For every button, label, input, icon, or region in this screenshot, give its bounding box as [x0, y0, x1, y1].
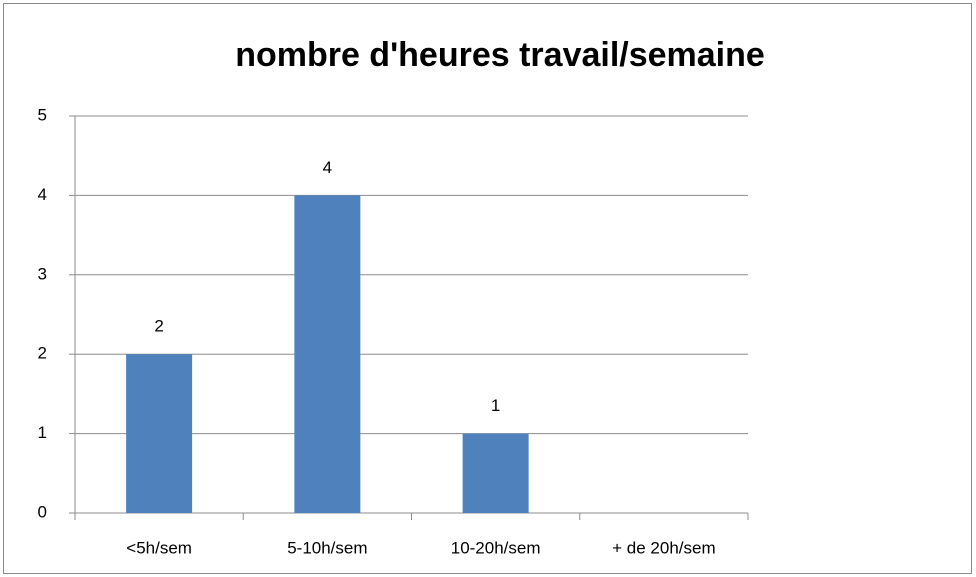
bar [294, 195, 361, 513]
x-tick-label: 5-10h/sem [287, 538, 367, 557]
y-tick-label: 5 [38, 105, 47, 124]
bar [462, 433, 529, 513]
data-label: 1 [491, 396, 500, 415]
chart-title: nombre d'heures travail/semaine [235, 36, 765, 74]
bar [126, 354, 193, 513]
data-label: 2 [154, 317, 163, 336]
y-tick-label: 2 [38, 344, 47, 363]
y-tick-label: 4 [38, 185, 47, 204]
x-tick-label: <5h/sem [126, 538, 192, 557]
y-tick-label: 3 [38, 264, 47, 283]
data-label: 4 [323, 158, 332, 177]
x-tick-label: + de 20h/sem [612, 538, 716, 557]
y-tick-label: 0 [38, 502, 47, 521]
y-tick-label: 1 [38, 423, 47, 442]
x-tick-label: 10-20h/sem [451, 538, 541, 557]
